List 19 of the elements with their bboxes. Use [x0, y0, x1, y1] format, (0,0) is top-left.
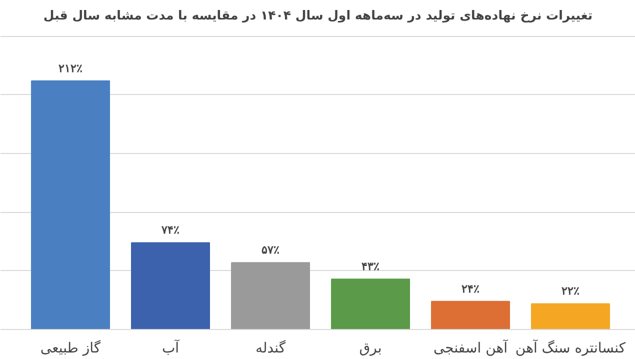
x-tick-label: گاز طبیعی	[40, 340, 101, 356]
data-label: ۲۲٪	[562, 286, 580, 298]
x-tick-label: گندله	[255, 340, 286, 356]
chart-title: تغییرات نرخ نهاده‌های تولید در سه‌ماهه اول سال ۱۴۰۴ در مقایسه با مدت مشابه سال قبل	[43, 8, 593, 24]
x-tick-label: کنسانتره سنگ آهن	[515, 338, 626, 356]
x-tick-label: آب	[162, 338, 180, 356]
bar	[31, 80, 110, 330]
data-label: ۵۷٪	[262, 244, 280, 257]
data-label: ۷۴٪	[160, 224, 180, 237]
x-tick-label: آهن اسفنجی	[433, 338, 509, 356]
bar	[531, 303, 610, 330]
x-tick-label: برق	[359, 340, 382, 356]
data-label: ۲۱۲٪	[58, 62, 82, 75]
bar	[331, 278, 410, 330]
data-label: ۲۴٪	[462, 283, 480, 296]
bar	[131, 242, 210, 330]
data-label: ۴۳٪	[362, 261, 380, 274]
bar	[431, 300, 510, 330]
bar	[231, 262, 310, 330]
